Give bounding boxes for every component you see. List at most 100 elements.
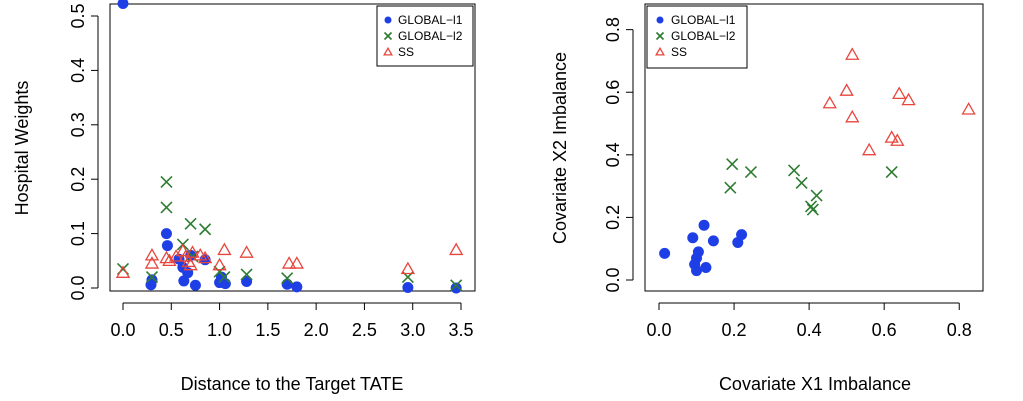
- right-legend: GLOBAL−l1 GLOBAL−l2 SS: [646, 5, 748, 69]
- left-y-tick-label: 0.0: [68, 275, 88, 300]
- right-point-s2-8: [901, 92, 916, 106]
- left-legend-key-1-stroke-b: [383, 31, 393, 41]
- right-plot-frame: [644, 3, 984, 292]
- right-point-s1-4: [795, 176, 808, 190]
- right-legend-box: [646, 5, 748, 69]
- left-legend-keys: [383, 16, 393, 56]
- right-y-tick-label: 0.0: [603, 267, 623, 292]
- left-point-s2-0: [115, 265, 131, 278]
- left-point-s1-13: [450, 279, 463, 292]
- left-point-s2-1: [144, 247, 160, 261]
- right-point-s1-1: [726, 158, 739, 171]
- left-legend-key-0: [384, 16, 392, 24]
- left-point-s0-16: [281, 278, 293, 290]
- right-x-tick-label: 0.6: [872, 320, 897, 340]
- left-y-axis-title: Hospital Weights: [12, 81, 32, 216]
- right-point-s1-5-stroke-b: [804, 200, 818, 213]
- left-y-tick-label: 0.1: [68, 221, 88, 246]
- left-point-s1-2: [160, 175, 173, 188]
- right-legend-key-1: [655, 31, 665, 41]
- left-point-s0-7: [178, 275, 190, 287]
- left-point-s0-4: [161, 240, 173, 252]
- right-point-s2-6: [890, 133, 905, 146]
- right-x-tick-label: 0.0: [646, 320, 671, 340]
- left-point-s0-17: [291, 281, 303, 293]
- right-point-s0-3: [691, 265, 703, 277]
- left-point-s1-5: [184, 217, 197, 230]
- left-point-s1-9-stroke-b: [218, 271, 231, 284]
- right-ticks: 0.0 0.2 0.4 0.6 0.8 0.0 0.2 0.4 0.6 0.8: [603, 17, 972, 340]
- right-point-s2-0: [822, 95, 837, 109]
- left-point-s1-10: [240, 268, 253, 281]
- right-point-s1-5: [804, 200, 818, 213]
- left-point-s2-16: [281, 256, 297, 269]
- right-point-s1-6: [806, 203, 819, 216]
- right-point-s2-1: [839, 83, 854, 96]
- left-x-tick-label: 0.5: [159, 320, 184, 340]
- right-point-s1-0: [724, 181, 737, 194]
- left-plot-frame: [109, 3, 476, 292]
- right-legend-keys: [655, 16, 665, 56]
- left-legend-key-2: [383, 46, 393, 56]
- right-y-tick-label: 0.2: [603, 205, 623, 230]
- right-point-s1-2-stroke-b: [744, 165, 758, 179]
- left-point-s1-13-stroke-b: [450, 279, 463, 292]
- left-y-tick-label: 0.3: [68, 112, 88, 137]
- left-point-s1-11-stroke-b: [281, 272, 294, 285]
- right-point-s2-9: [961, 102, 976, 115]
- left-ticks: 0.0 0.5 1.0 1.5 2.0 2.5 3.0 3.5 0.0 0.1 0.2 0.3 0.4 0…: [68, 3, 474, 340]
- right-point-s2-3: [845, 109, 860, 123]
- right-point-s0-0: [659, 247, 671, 259]
- right-point-s0-10: [736, 229, 748, 241]
- right-point-s1-4-stroke-b: [795, 176, 808, 190]
- left-point-s2-19: [449, 242, 464, 256]
- right-legend-label-2: SS: [671, 45, 687, 59]
- left-point-s0-15: [241, 275, 253, 287]
- left-y-tick-label: 0.2: [68, 167, 88, 192]
- left-marks: [115, 0, 464, 294]
- left-x-tick-label: 3.0: [400, 320, 425, 340]
- left-x-tick-label: 3.5: [448, 320, 473, 340]
- left-x-tick-label: 2.5: [352, 320, 377, 340]
- right-point-s2-4: [861, 142, 877, 156]
- right-point-s2-5: [884, 130, 899, 143]
- left-y-tick-label: 0.5: [68, 3, 88, 28]
- left-point-s2-2: [144, 256, 160, 269]
- left-point-s2-4: [162, 253, 177, 266]
- right-point-s2-2: [845, 47, 860, 60]
- left-point-s2-14: [217, 242, 232, 256]
- right-legend-key-2: [655, 46, 665, 56]
- left-point-s1-3: [160, 201, 173, 214]
- left-point-s1-7-stroke-b: [199, 223, 212, 236]
- left-legend-label-1: GLOBAL−l2: [398, 29, 463, 43]
- right-x-tick-label: 0.8: [947, 320, 972, 340]
- left-point-s2-18: [400, 261, 416, 275]
- left-point-s2-3: [159, 250, 174, 264]
- left-point-s2-17: [289, 256, 304, 269]
- right-legend-label-0: GLOBAL−l1: [671, 13, 736, 27]
- right-x-axis-title: Covariate X1 Imbalance: [719, 374, 911, 394]
- right-point-s1-0-stroke-b: [724, 181, 737, 194]
- right-legend-key-1-stroke-b: [655, 31, 665, 41]
- right-legend-label-1: GLOBAL−l2: [671, 29, 736, 43]
- right-point-s0-8: [707, 235, 719, 247]
- left-x-axis-title: Distance to the Target TATE: [181, 374, 404, 394]
- right-legend-key-0: [656, 16, 664, 24]
- left-x-tick-label: 1.5: [255, 320, 280, 340]
- left-point-s0-8: [182, 267, 194, 279]
- left-point-s0-18: [402, 281, 414, 293]
- right-point-s1-3-stroke-b: [788, 164, 801, 177]
- right-point-s0-5: [692, 246, 704, 258]
- right-point-s1-7-stroke-b: [810, 189, 823, 202]
- right-point-s1-6-stroke-b: [806, 203, 819, 216]
- right-point-s0-6: [698, 219, 710, 231]
- right-point-s1-7: [810, 189, 823, 202]
- left-point-s2-15: [239, 245, 254, 258]
- left-point-s0-19: [450, 282, 462, 294]
- left-point-s1-11: [281, 272, 294, 285]
- left-x-tick-label: 2.0: [304, 320, 329, 340]
- left-point-s1-1-stroke-b: [145, 271, 159, 284]
- left-point-s1-2-stroke-b: [160, 175, 173, 188]
- left-point-s1-9: [218, 271, 231, 284]
